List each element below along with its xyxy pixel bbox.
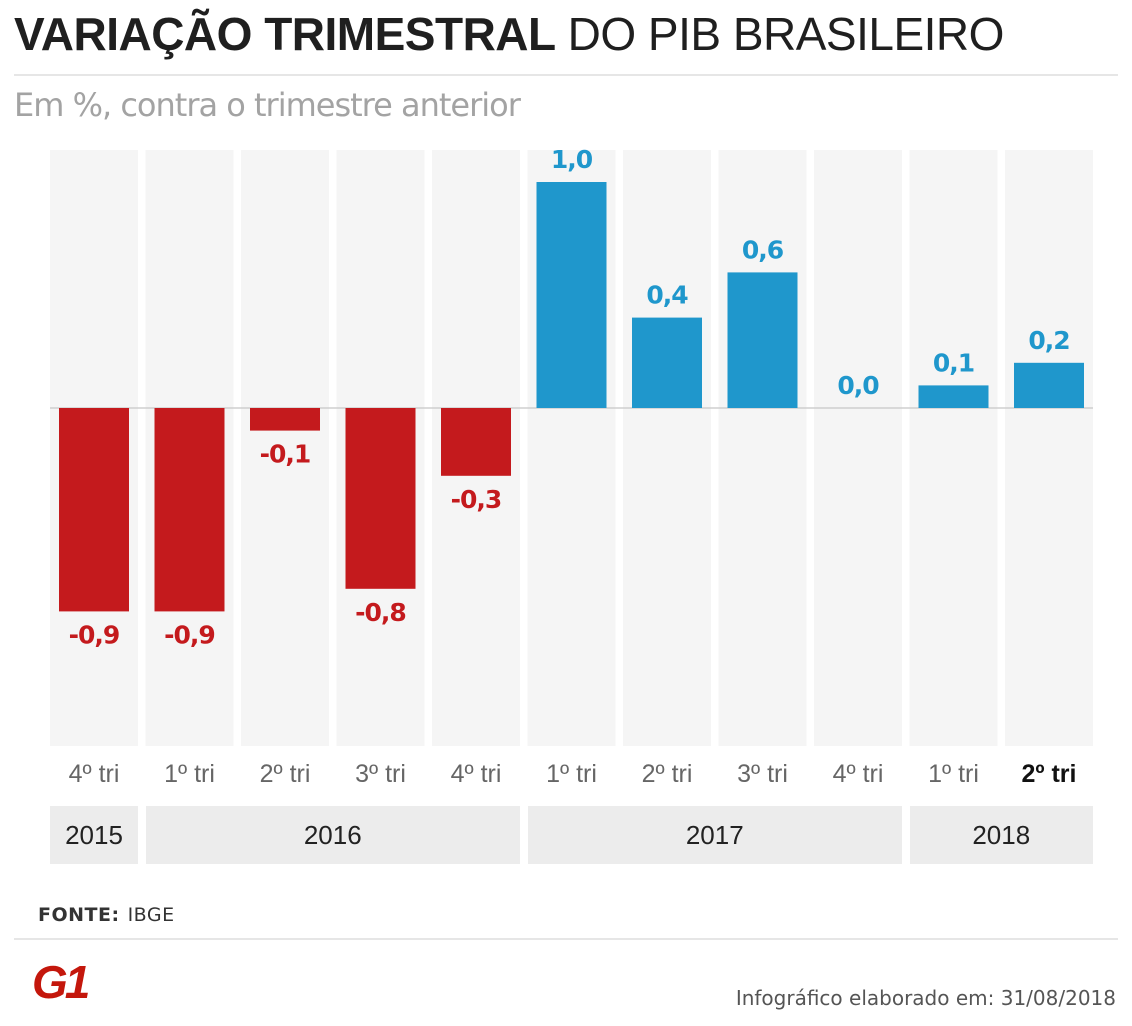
value-label: -0,1 [260,440,311,469]
bar [632,317,702,408]
year-label: 2018 [909,806,1093,864]
category-label: 1º tri [546,760,597,788]
title-light-part: DO PIB BRASILEIRO [567,8,1005,60]
bar-chart: -0,9 4º tri -0,9 1º tri -0,1 2º tri -0,8 3º tri… [50,145,1093,788]
value-label: 1,0 [551,145,593,174]
value-label: -0,9 [164,620,215,649]
value-label: 0,0 [837,371,879,400]
value-label: 0,1 [933,348,974,377]
column-background [1005,150,1093,746]
column-background [814,150,902,746]
title-bold-part: VARIAÇÃO TRIMESTRAL [14,8,556,60]
title-divider [14,74,1118,76]
bar [918,385,989,408]
bar [536,182,607,408]
category-label: 1º tri [164,760,215,788]
value-label: -0,8 [355,598,406,627]
footer-divider [14,938,1118,940]
bar [727,272,798,408]
bar [250,408,320,431]
value-label: 0,2 [1028,326,1069,355]
chart-subtitle: Em %, contra o trimestre anterior [14,86,521,124]
credit-line: Infográfico elaborado em: 31/08/2018 [735,986,1116,1010]
value-label: -0,3 [451,485,502,514]
column-background [241,150,329,746]
year-label: 2017 [527,806,902,864]
column-background [623,150,711,746]
bar [441,408,511,476]
source-label: FONTE: [38,904,120,926]
category-label: 1º tri [928,760,979,788]
bar [59,408,129,612]
category-label: 2º tri [642,760,693,788]
year-label: 2015 [50,806,138,864]
chart-title: VARIAÇÃO TRIMESTRAL DO PIB BRASILEIRO [14,4,1004,64]
category-label: 4º tri [451,760,502,788]
bar [1014,362,1084,408]
category-label: 4º tri [69,760,120,788]
value-label: -0,9 [69,620,120,649]
logo-glyphs: G1 [32,960,89,1004]
bar [154,408,225,612]
source-value: IBGE [127,904,175,926]
category-label: 2º tri [260,760,311,788]
bar [345,408,416,589]
category-label: 2º tri [1022,760,1077,788]
source-note: FONTE: IBGE [38,904,175,926]
g1-logo: G1 [32,956,104,1009]
column-background [718,150,807,746]
category-label: 4º tri [833,760,884,788]
column-background [909,150,998,746]
category-label: 3º tri [737,760,788,788]
value-label: 0,6 [742,235,784,264]
year-label: 2016 [145,806,520,864]
category-label: 3º tri [355,760,406,788]
value-label: 0,4 [646,281,688,310]
